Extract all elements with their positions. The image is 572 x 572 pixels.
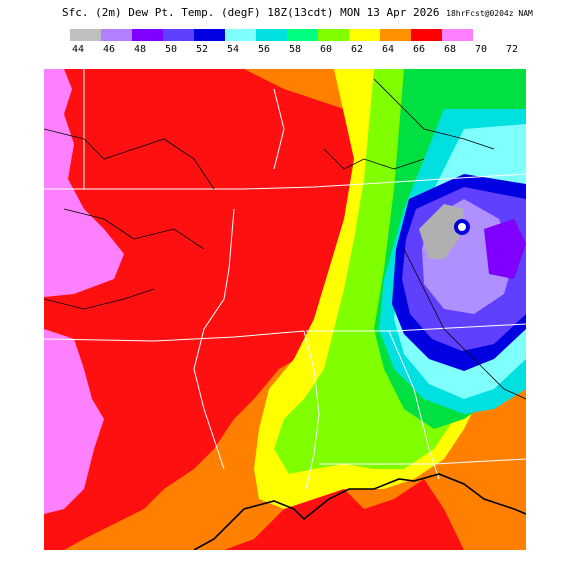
legend-swatch-46 <box>101 29 132 41</box>
legend-tick-72: 72 <box>505 44 519 55</box>
legend-tick-60: 60 <box>319 44 333 55</box>
dewpoint-map <box>44 69 526 550</box>
legend-tick-64: 64 <box>381 44 395 55</box>
legend-tick-70: 70 <box>474 44 488 55</box>
white-dot <box>458 223 466 231</box>
legend-tick-46: 46 <box>102 44 116 55</box>
coastline <box>193 473 526 550</box>
legend-tick-50: 50 <box>164 44 178 55</box>
legend-swatch-66 <box>411 29 442 41</box>
legend-tick-56: 56 <box>257 44 271 55</box>
color-legend <box>70 29 473 41</box>
map-title: Sfc. (2m) Dew Pt. Temp. (degF) 18Z(13cdt… <box>62 6 533 19</box>
legend-swatch-58 <box>287 29 318 41</box>
gray-core-region <box>419 204 464 259</box>
legend-tick-58: 58 <box>288 44 302 55</box>
violet-blob <box>484 219 526 279</box>
title-run: 18hrFcst@0204z NAM <box>446 9 533 18</box>
legend-swatch-62 <box>349 29 380 41</box>
legend-tick-44: 44 <box>71 44 85 55</box>
legend-tick-54: 54 <box>226 44 240 55</box>
legend-swatch-48 <box>132 29 163 41</box>
title-main: Sfc. (2m) Dew Pt. Temp. (degF) 18Z(13cdt… <box>62 6 440 19</box>
legend-tick-48: 48 <box>133 44 147 55</box>
legend-tick-66: 66 <box>412 44 426 55</box>
pink-region-southwest <box>44 329 104 514</box>
legend-tick-52: 52 <box>195 44 209 55</box>
legend-swatch-52 <box>194 29 225 41</box>
state-borders <box>44 69 526 490</box>
legend-swatch-68 <box>442 29 473 41</box>
legend-tick-62: 62 <box>350 44 364 55</box>
legend-tick-labels: 44 46 48 50 52 54 56 58 60 62 64 66 68 70 72 <box>0 44 572 56</box>
legend-swatch-56 <box>256 29 287 41</box>
legend-tick-68: 68 <box>443 44 457 55</box>
legend-swatch-44 <box>70 29 101 41</box>
pink-region-west <box>44 69 124 297</box>
terrain-contours <box>44 78 526 400</box>
legend-swatch-64 <box>380 29 411 41</box>
legend-swatch-60 <box>318 29 349 41</box>
legend-swatch-50 <box>163 29 194 41</box>
legend-swatch-54 <box>225 29 256 41</box>
